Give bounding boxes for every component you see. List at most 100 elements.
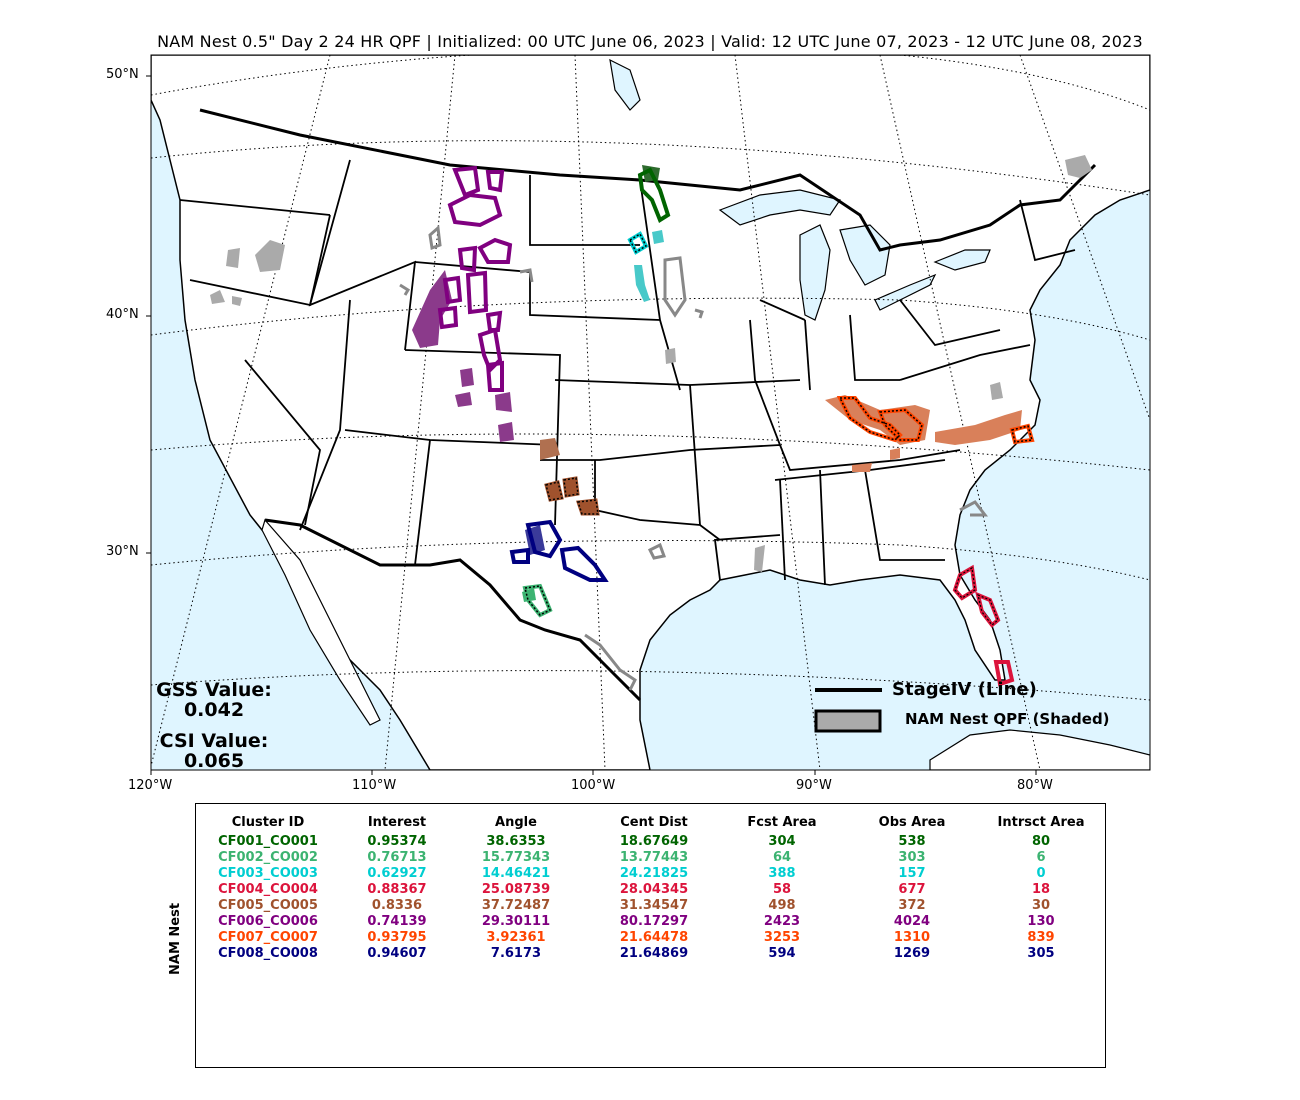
table-cell: 25.08739 [481, 882, 551, 897]
table-cell: 0.93795 [367, 930, 427, 945]
table-cell: 0.95374 [367, 834, 427, 849]
table-header-cell: Obs Area [878, 815, 946, 830]
lake-erie [874, 273, 937, 311]
table-cell: CF005_CO005 [218, 898, 318, 913]
table-cell: 3253 [763, 930, 801, 945]
cluster-cf008 [509, 519, 609, 582]
gss-label: GSS Value: [156, 679, 272, 701]
csi-value: 0.065 [183, 750, 245, 772]
table-header-cell: Cent Dist [620, 815, 688, 830]
table-header-cell: Intrsct Area [997, 815, 1085, 830]
lon-label-90: 90°W [796, 778, 832, 793]
table-cell: 13.77443 [619, 850, 689, 865]
cluster-cf002 [522, 583, 553, 618]
table-cell: 15.77343 [481, 850, 551, 865]
lat-label-40: 40°N [106, 307, 139, 322]
table-cell: CF006_CO006 [218, 914, 318, 929]
table-cell: 18 [1031, 882, 1051, 897]
table-cell: 157 [898, 866, 926, 881]
table-cell: 7.6173 [490, 946, 542, 961]
lon-label-120: 120°W [128, 778, 173, 793]
gss-value: 0.042 [183, 699, 245, 721]
table-cell: 0.88367 [367, 882, 427, 897]
table-cell: 372 [898, 898, 926, 913]
table-cell: 1269 [893, 946, 931, 961]
baja-peninsula [261, 518, 381, 726]
table-cell: 30 [1031, 898, 1051, 913]
table-cell: 303 [898, 850, 926, 865]
table-cell: 0.62927 [367, 866, 427, 881]
lat-label-50: 50°N [106, 67, 139, 82]
qpf-map [146, 54, 1151, 775]
table-header-cell: Cluster ID [231, 815, 305, 830]
table-cell: 388 [768, 866, 796, 881]
cluster-cf007 [825, 395, 1035, 472]
table-cell: CF004_CO004 [218, 882, 318, 897]
table-cell: 80 [1031, 834, 1051, 849]
table-cell: 14.46421 [481, 866, 551, 881]
table-cell: 58 [772, 882, 792, 897]
table-cell: CF003_CO003 [218, 866, 318, 881]
cluster-stats-table [195, 803, 1106, 1068]
us-canada-border [199, 108, 1097, 252]
table-cell: 304 [768, 834, 796, 849]
table-cell: 31.34547 [619, 898, 689, 913]
lake-michigan [799, 224, 831, 321]
lake-superior [718, 189, 841, 226]
lon-label-110: 110°W [352, 778, 397, 793]
table-cell: 38.6353 [486, 834, 546, 849]
table-cell: 37.72487 [481, 898, 551, 913]
table-cell: 4024 [893, 914, 931, 929]
cuba [929, 729, 1150, 770]
legend-stageiv-label: StageIV (Line) [892, 679, 1037, 700]
table-cell: 0.94607 [367, 946, 427, 961]
axis-ticks [146, 75, 1037, 775]
table-cell: CF001_CO001 [218, 834, 318, 849]
table-cell: 64 [772, 850, 792, 865]
table-cell: 24.21825 [619, 866, 689, 881]
table-cell: 839 [1027, 930, 1055, 945]
table-cell: 29.30111 [481, 914, 551, 929]
table-cell: 21.64478 [619, 930, 689, 945]
legend-shade-swatch [814, 709, 882, 733]
stageiv-gray-lines [399, 224, 989, 691]
table-row-title: NAM Nest [168, 902, 183, 975]
table-cell: 0 [1036, 866, 1046, 881]
lon-label-100: 100°W [571, 778, 616, 793]
table-cell: 18.67649 [619, 834, 689, 849]
legend-nam-label: NAM Nest QPF (Shaded) [905, 710, 1110, 728]
table-cell: 2423 [763, 914, 801, 929]
map-title: NAM Nest 0.5" Day 2 24 HR QPF | Initiali… [157, 32, 1143, 51]
map-frame [150, 54, 1151, 771]
cluster-cf006 [412, 165, 514, 442]
table-cell: 677 [898, 882, 926, 897]
table-cell: 538 [898, 834, 926, 849]
table-cell: 594 [768, 946, 796, 961]
table-cell: 498 [768, 898, 796, 913]
table-header-cell: Interest [367, 815, 427, 830]
cluster-cf005 [540, 438, 600, 516]
lon-label-80: 80°W [1017, 778, 1053, 793]
cluster-cf004 [952, 564, 1015, 687]
nam-gray-qpf [210, 155, 1092, 572]
table-cell: CF002_CO002 [218, 850, 318, 865]
cluster-cf001 [637, 165, 671, 223]
lake-winnipeg [609, 58, 641, 111]
table-cell: 305 [1027, 946, 1055, 961]
lat-label-30: 30°N [106, 544, 139, 559]
table-cell: CF008_CO008 [218, 946, 318, 961]
us-mexico-border [264, 518, 642, 702]
lake-ontario [933, 249, 991, 271]
table-header-cell: Angle [495, 815, 537, 830]
cluster-cf003 [627, 230, 664, 302]
table-header-cell: Fcst Area [747, 815, 817, 830]
table-cell: 0.74139 [367, 914, 427, 929]
table-cell: CF007_CO007 [218, 930, 318, 945]
lake-huron [839, 224, 891, 286]
table-cell: 1310 [893, 930, 931, 945]
table-cell: 0.76713 [367, 850, 427, 865]
table-cell: 6 [1036, 850, 1046, 865]
table-cell: 130 [1027, 914, 1055, 929]
table-cell: 80.17297 [619, 914, 689, 929]
table-cell: 28.04345 [619, 882, 689, 897]
